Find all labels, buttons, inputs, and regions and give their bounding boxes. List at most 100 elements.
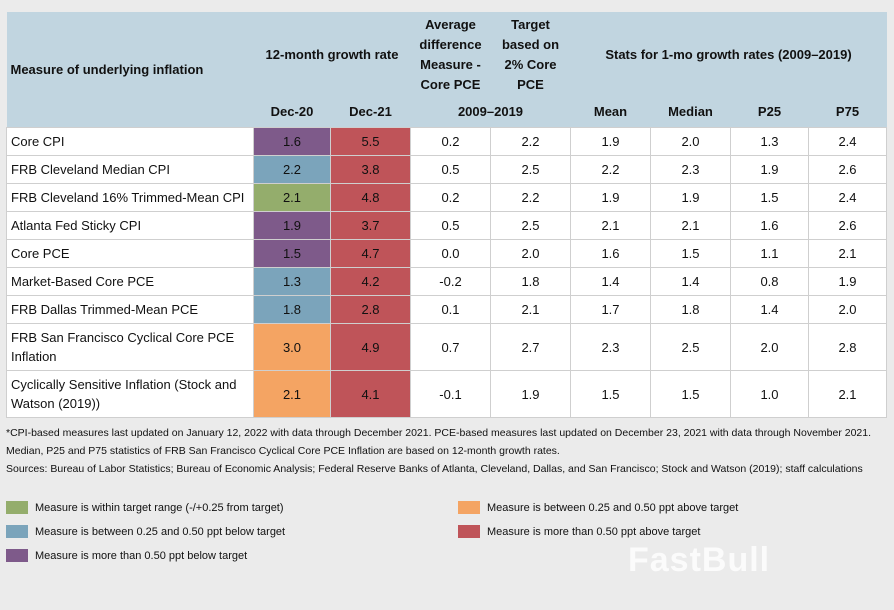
cell-dec20: 3.0 (253, 323, 331, 371)
cell-mean: 1.9 (570, 183, 651, 212)
cell-target: 2.5 (490, 211, 571, 240)
cell-dec20: 1.3 (253, 267, 331, 296)
cell-p25: 1.1 (730, 239, 809, 268)
table-row: Atlanta Fed Sticky CPI 1.9 3.7 0.5 2.5 2.1 2.1… (6, 211, 887, 240)
header-period: 2009–2019 (410, 97, 571, 128)
cell-target: 2.5 (490, 155, 571, 184)
header-avg-diff: Average difference Measure - Core PCE (410, 12, 491, 97)
cell-avg: 0.5 (410, 211, 491, 240)
table-row: Cyclically Sensitive Inflation (Stock an… (6, 370, 887, 418)
table-row: Market-Based Core PCE 1.3 4.2 -0.2 1.8 1.4 1.4… (6, 267, 887, 296)
legend: Measure is within target range (-/+0.25 … (6, 500, 886, 578)
legend-swatch (6, 501, 28, 514)
cell-dec21: 5.5 (330, 127, 411, 156)
cell-p25: 0.8 (730, 267, 809, 296)
cell-avg: 0.1 (410, 295, 491, 324)
cell-mean: 2.2 (570, 155, 651, 184)
measure-name: Atlanta Fed Sticky CPI (6, 211, 254, 240)
cell-mean: 1.4 (570, 267, 651, 296)
cell-mean: 2.3 (570, 323, 651, 371)
measure-name: Market-Based Core PCE (6, 267, 254, 296)
cell-target: 2.1 (490, 295, 571, 324)
cell-dec20: 1.9 (253, 211, 331, 240)
cell-dec20: 1.5 (253, 239, 331, 268)
table-row: FRB Dallas Trimmed-Mean PCE 1.8 2.8 0.1 2.1 1… (6, 295, 887, 324)
legend-label: Measure is between 0.25 and 0.50 ppt abo… (487, 501, 739, 514)
cell-dec21: 4.9 (330, 323, 411, 371)
cell-dec21: 4.2 (330, 267, 411, 296)
cell-mean: 1.9 (570, 127, 651, 156)
cell-p25: 1.4 (730, 295, 809, 324)
measure-name: Core CPI (6, 127, 254, 156)
cell-p25: 2.0 (730, 323, 809, 371)
cell-median: 1.8 (650, 295, 731, 324)
legend-label: Measure is more than 0.50 ppt above targ… (487, 525, 701, 538)
cell-p25: 1.3 (730, 127, 809, 156)
cell-p75: 2.1 (808, 239, 887, 268)
cell-dec20: 2.1 (253, 370, 331, 418)
cell-median: 1.5 (650, 370, 731, 418)
cell-target: 2.0 (490, 239, 571, 268)
cell-target: 2.7 (490, 323, 571, 371)
header-growth: 12-month growth rate (253, 12, 411, 97)
cell-dec20: 1.6 (253, 127, 331, 156)
cell-p75: 2.0 (808, 295, 887, 324)
header-dec20: Dec-20 (253, 97, 331, 128)
table-row: FRB Cleveland 16% Trimmed-Mean CPI 2.1 4.8… (6, 183, 887, 212)
cell-avg: -0.2 (410, 267, 491, 296)
cell-avg: 0.5 (410, 155, 491, 184)
cell-target: 2.2 (490, 183, 571, 212)
cell-avg: 0.0 (410, 239, 491, 268)
header-p25: P25 (730, 97, 809, 128)
cell-avg: 0.2 (410, 127, 491, 156)
cell-median: 1.9 (650, 183, 731, 212)
cell-p25: 1.0 (730, 370, 809, 418)
legend-item: Measure is more than 0.50 ppt below targ… (6, 548, 458, 563)
measure-name: FRB San Francisco Cyclical Core PCE Infl… (6, 323, 254, 371)
legend-item: Measure is between 0.25 and 0.50 ppt abo… (458, 500, 886, 515)
measure-name: Cyclically Sensitive Inflation (Stock an… (6, 370, 254, 418)
cell-median: 2.5 (650, 323, 731, 371)
table-row: FRB San Francisco Cyclical Core PCE Infl… (6, 323, 887, 371)
cell-avg: 0.2 (410, 183, 491, 212)
footnote: *CPI-based measures last updated on Janu… (6, 427, 872, 457)
cell-target: 1.8 (490, 267, 571, 296)
cell-median: 1.5 (650, 239, 731, 268)
cell-dec21: 4.7 (330, 239, 411, 268)
measure-name: FRB Dallas Trimmed-Mean PCE (6, 295, 254, 324)
sources: Sources: Bureau of Labor Statistics; Bur… (6, 463, 863, 475)
legend-swatch (6, 549, 28, 562)
table-row: Core CPI 1.6 5.5 0.2 2.2 1.9 2.0 1.3 2.4 (6, 127, 887, 156)
cell-dec20: 2.2 (253, 155, 331, 184)
page: Measure of underlying inflation 12-month… (6, 12, 887, 578)
cell-p25: 1.9 (730, 155, 809, 184)
legend-label: Measure is more than 0.50 ppt below targ… (35, 549, 248, 562)
cell-avg: -0.1 (410, 370, 491, 418)
cell-target: 2.2 (490, 127, 571, 156)
cell-median: 1.4 (650, 267, 731, 296)
cell-target: 1.9 (490, 370, 571, 418)
legend-swatch (458, 501, 480, 514)
header-median: Median (650, 97, 731, 128)
measure-name: Core PCE (6, 239, 254, 268)
cell-avg: 0.7 (410, 323, 491, 371)
cell-dec20: 2.1 (253, 183, 331, 212)
legend-item: Measure is between 0.25 and 0.50 ppt bel… (6, 524, 458, 539)
table-row: FRB Cleveland Median CPI 2.2 3.8 0.5 2.5 2.2 2… (6, 155, 887, 184)
cell-p25: 1.6 (730, 211, 809, 240)
cell-dec21: 4.8 (330, 183, 411, 212)
legend-item: Measure is more than 0.50 ppt above targ… (458, 524, 886, 539)
table-row: Core PCE 1.5 4.7 0.0 2.0 1.6 1.5 1.1 2.1 (6, 239, 887, 268)
cell-dec21: 2.8 (330, 295, 411, 324)
cell-median: 2.1 (650, 211, 731, 240)
footnotes: *CPI-based measures last updated on Janu… (6, 424, 886, 478)
header-dec21: Dec-21 (330, 97, 411, 128)
header-stats: Stats for 1-mo growth rates (2009–2019) (570, 12, 887, 97)
inflation-table: Measure of underlying inflation 12-month… (6, 12, 887, 418)
cell-p75: 2.8 (808, 323, 887, 371)
cell-p75: 1.9 (808, 267, 887, 296)
legend-swatch (6, 525, 28, 538)
header-target: Target based on 2% Core PCE (490, 12, 571, 97)
cell-mean: 2.1 (570, 211, 651, 240)
legend-swatch (458, 525, 480, 538)
